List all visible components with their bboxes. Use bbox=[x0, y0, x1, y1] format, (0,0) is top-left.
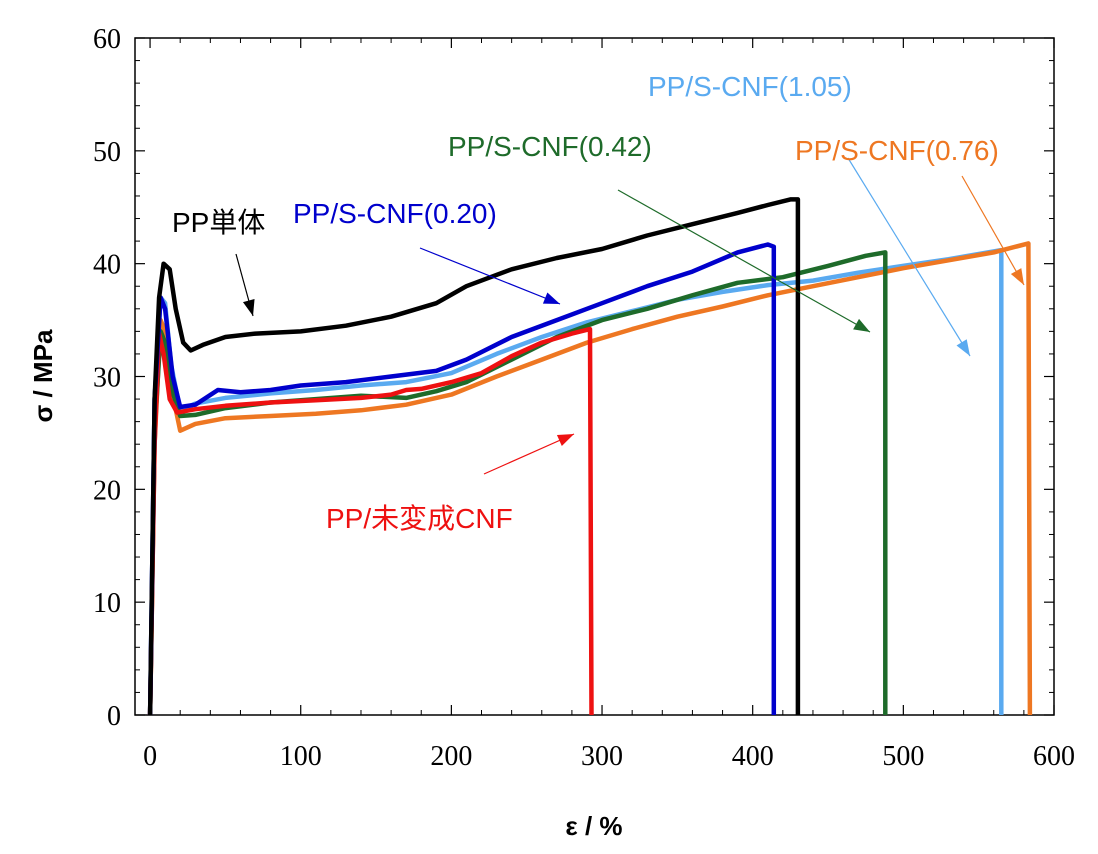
label-arrow-head-5 bbox=[556, 434, 574, 446]
x-tick-label: 300 bbox=[581, 741, 623, 772]
label-arrow-head-4 bbox=[956, 339, 970, 356]
x-tick-label: 500 bbox=[882, 741, 924, 772]
series-line-5 bbox=[147, 326, 594, 716]
y-axis-title: σ / MPa bbox=[28, 329, 58, 422]
y-tick-label: 10 bbox=[93, 588, 121, 619]
label-pp-scnf-020: PP/S-CNF(0.20) bbox=[293, 198, 497, 229]
y-tick-label: 20 bbox=[93, 475, 121, 506]
label-arrow-line-3 bbox=[961, 175, 1025, 286]
label-arrows bbox=[235, 157, 1025, 475]
x-axis-title: ε / % bbox=[565, 811, 622, 841]
x-tick-label: 200 bbox=[430, 741, 472, 772]
label-pp-scnf-076: PP/S-CNF(0.76) bbox=[795, 135, 999, 166]
label-arrow-head-3 bbox=[1010, 268, 1024, 285]
label-arrow-head-2 bbox=[853, 318, 870, 332]
y-tick-label: 0 bbox=[107, 701, 121, 732]
y-tick-label: 60 bbox=[93, 24, 121, 55]
series-lines bbox=[147, 197, 1033, 716]
label-arrow-head-0 bbox=[242, 298, 255, 316]
x-tick-label: 400 bbox=[732, 741, 774, 772]
y-tick-label: 30 bbox=[93, 363, 121, 394]
label-arrow-head-1 bbox=[542, 292, 560, 304]
series-line-2 bbox=[147, 250, 888, 716]
y-tick-label: 40 bbox=[93, 250, 121, 281]
label-arrow-line-2 bbox=[617, 189, 871, 333]
label-pp-scnf-105: PP/S-CNF(1.05) bbox=[648, 71, 852, 102]
label-pp-neat: PP単体 bbox=[172, 207, 265, 238]
label-pp-scnf-042: PP/S-CNF(0.42) bbox=[448, 131, 652, 162]
y-tick-label: 50 bbox=[93, 137, 121, 168]
series-line-1 bbox=[147, 242, 777, 716]
x-tick-label: 600 bbox=[1033, 741, 1075, 772]
x-tick-label: 100 bbox=[280, 741, 322, 772]
label-pp-unmodified-cnf: PP/未変成CNF bbox=[326, 503, 513, 534]
series-line-4 bbox=[147, 247, 1004, 716]
label-arrow-line-4 bbox=[847, 157, 971, 357]
series-line-0 bbox=[147, 197, 801, 716]
label-arrow-line-5 bbox=[483, 433, 575, 475]
label-arrow-line-1 bbox=[419, 247, 561, 305]
axis-ticks: 0 100 200 300 400 500 600 0 10 20 30 40 50 60 bbox=[93, 24, 1075, 772]
x-tick-label: 0 bbox=[143, 741, 157, 772]
